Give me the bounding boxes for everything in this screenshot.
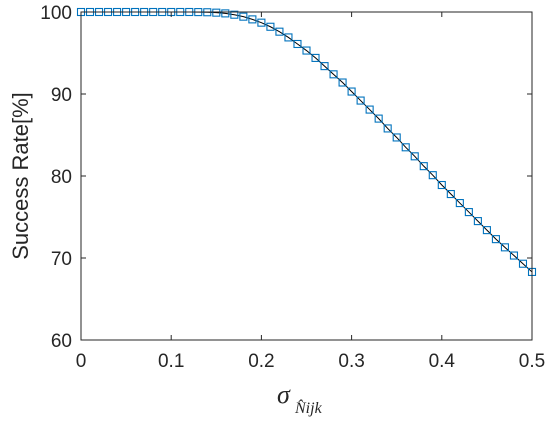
- data-point: [338, 78, 347, 87]
- x-tick-label: 0.3: [338, 351, 364, 372]
- axes: [80, 11, 533, 341]
- y-tick-label: 60: [51, 331, 72, 352]
- data-point: [293, 39, 302, 49]
- data-point: [248, 15, 257, 24]
- x-tick-label: 0.4: [429, 351, 456, 372]
- data-point: [473, 217, 482, 226]
- y-tick-label: 90: [51, 85, 72, 106]
- data-point: [311, 53, 320, 62]
- y-axis-title: Success Rate[%]: [8, 92, 33, 260]
- data-point: [239, 12, 248, 21]
- data-point: [212, 8, 221, 17]
- data-point: [419, 162, 428, 171]
- data-point: [383, 124, 392, 133]
- x-tick-label: 0: [76, 351, 87, 372]
- data-point: [509, 251, 519, 260]
- data-point: [275, 27, 284, 36]
- x-tick-label: 0.1: [158, 351, 184, 372]
- data-point: [320, 62, 329, 71]
- data-point: [257, 18, 266, 27]
- data-point: [347, 87, 356, 96]
- data-point: [230, 10, 239, 19]
- data-point: [410, 152, 419, 161]
- x-axis-title-subscript: N̂ijk: [294, 398, 323, 417]
- data-point: [266, 22, 275, 31]
- data-point: [221, 9, 230, 18]
- data-point: [500, 243, 509, 252]
- data-point: [302, 46, 311, 55]
- data-point: [374, 114, 383, 123]
- data-point: [464, 208, 473, 217]
- data-point: [491, 235, 500, 244]
- data-point: [365, 105, 374, 114]
- series-line: [81, 11, 533, 273]
- y-tick-label: 100: [40, 3, 72, 24]
- x-tick-label: 0.5: [519, 351, 545, 372]
- data-point: [401, 143, 410, 152]
- y-tick-label: 70: [51, 249, 72, 270]
- data-point: [518, 259, 528, 268]
- data-point: [455, 199, 464, 208]
- axes-box: [80, 11, 533, 341]
- axis-labels: 0 0.1 0.2 0.3 0.4 0.5 60 70 80 90 100 Success Rate[…: [8, 3, 545, 417]
- x-axis-title: σ: [277, 380, 291, 409]
- y-tick-label: 80: [51, 167, 72, 188]
- data-point: [356, 96, 365, 105]
- data-point: [392, 133, 401, 142]
- plot-area: [76, 7, 537, 276]
- data-point: [482, 226, 491, 235]
- data-point: [437, 180, 446, 190]
- data-point: [446, 189, 455, 199]
- data-point: [284, 33, 293, 42]
- x-tick-label: 0.2: [248, 351, 274, 372]
- data-point: [329, 70, 338, 79]
- data-point: [428, 171, 437, 180]
